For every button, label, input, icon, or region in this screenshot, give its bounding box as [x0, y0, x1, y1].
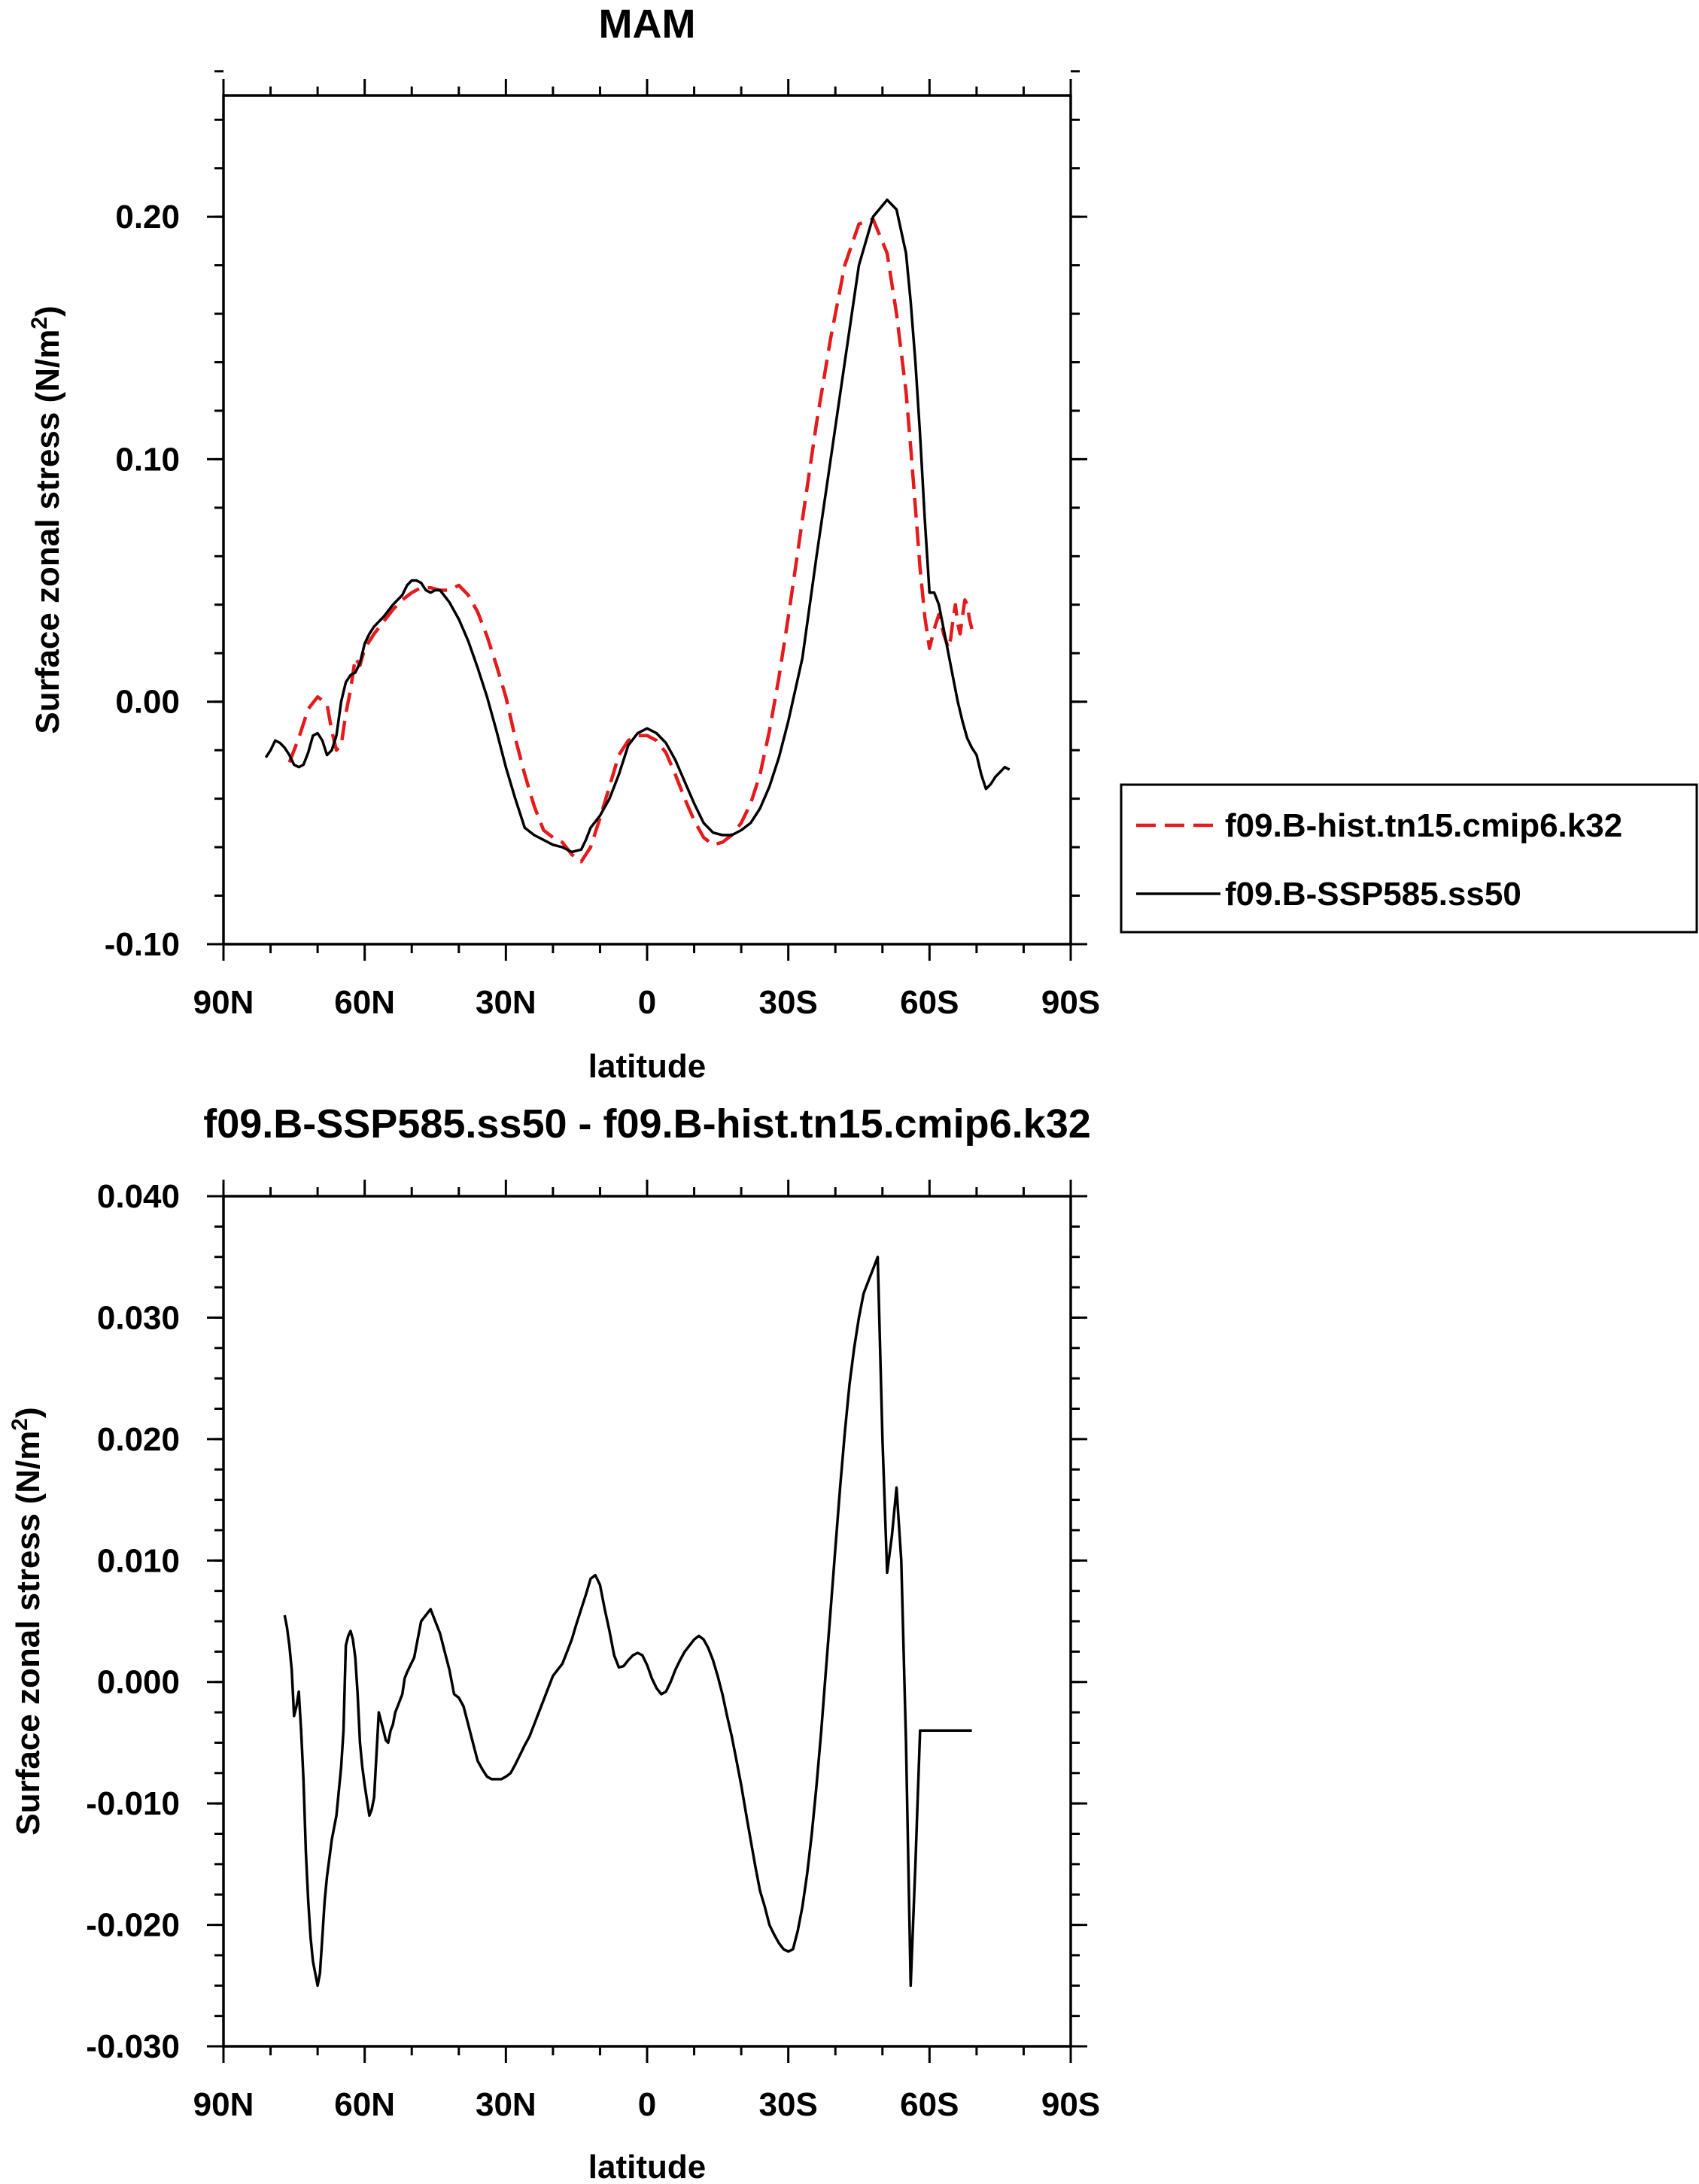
top-chart-title: MAM — [599, 2, 696, 47]
bottom-plot-frame — [222, 1195, 1072, 2048]
y-tick-label: 0.10 — [115, 441, 180, 478]
top-axis-ticks: 90N 60N 30N 0 30S 60S 90S -0.10 0.00 0.10 0.20 — [105, 70, 1100, 1021]
y-tick-label: -0.010 — [86, 1785, 180, 1822]
y-tick-label: 0.010 — [97, 1542, 180, 1579]
x-tick-label: 30S — [759, 984, 818, 1021]
y-tick-label: 0.030 — [97, 1299, 180, 1336]
x-tick-label: 0 — [638, 2086, 656, 2123]
top-plot-frame — [222, 94, 1072, 946]
bottom-chart-title: f09.B-SSP585.ss50 - f09.B-hist.tn15.cmip… — [203, 1101, 1091, 1147]
y-tick-label: 0.000 — [97, 1664, 180, 1701]
y-tick-label: -0.030 — [86, 2028, 180, 2065]
top-y-axis-label: Surface zonal stress (N/m2) — [27, 305, 66, 734]
x-tick-label: 30S — [759, 2086, 818, 2123]
x-tick-label: 60N — [334, 2086, 395, 2123]
x-tick-label: 60N — [334, 984, 395, 1021]
y-tick-label: 0.20 — [115, 199, 180, 235]
x-tick-label: 60S — [900, 2086, 959, 2123]
series-line-difference — [283, 1255, 972, 1988]
series-line-ssp585 — [264, 198, 1011, 854]
y-tick-label: 0.040 — [97, 1178, 180, 1215]
legend-box — [1120, 783, 1698, 934]
x-tick-label: 60S — [900, 984, 959, 1021]
legend-label-ssp585: f09.B-SSP585.ss50 — [1225, 876, 1521, 913]
bottom-plot-area — [283, 1255, 972, 1988]
x-tick-label: 0 — [638, 984, 656, 1021]
y-tick-label: -0.020 — [86, 1907, 180, 1944]
x-tick-label: 30N — [476, 984, 536, 1021]
top-panel: MAM 90N 60N 30N 0 30S 60S 90S -0.10 0.00 0.10 0.20… — [27, 2, 1100, 1085]
x-tick-label: 90N — [193, 984, 254, 1021]
legend: f09.B-hist.tn15.cmip6.k32 f09.B-SSP585.s… — [1120, 783, 1698, 934]
y-tick-label: 0.020 — [97, 1421, 180, 1458]
bottom-panel: f09.B-SSP585.ss50 - f09.B-hist.tn15.cmip… — [8, 1101, 1100, 2184]
x-tick-label: 30N — [476, 2086, 536, 2123]
bottom-y-axis-label: Surface zonal stress (N/m2) — [8, 1407, 47, 1835]
x-tick-label: 90S — [1041, 984, 1100, 1021]
top-plot-area — [264, 198, 1011, 864]
legend-label-hist: f09.B-hist.tn15.cmip6.k32 — [1225, 807, 1622, 844]
top-x-axis-label: latitude — [588, 1048, 706, 1085]
x-tick-label: 90S — [1041, 2086, 1100, 2123]
x-tick-label: 90N — [193, 2086, 254, 2123]
y-tick-label: -0.10 — [105, 926, 180, 963]
y-tick-label: 0.00 — [115, 684, 180, 721]
bottom-axis-ticks: 90N 60N 30N 0 30S 60S 90S -0.030 -0.020 -0.010 0.0… — [86, 1178, 1100, 2123]
series-line-hist — [287, 217, 974, 864]
bottom-x-axis-label: latitude — [588, 2149, 706, 2184]
